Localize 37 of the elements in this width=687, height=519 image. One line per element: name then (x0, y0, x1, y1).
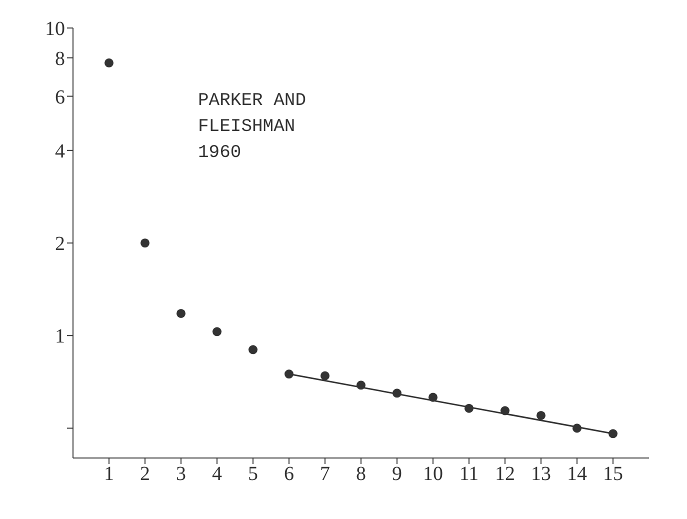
x-tick-label: 15 (603, 463, 623, 486)
y-tick-label: 1 (55, 326, 65, 348)
x-tick-label: 8 (356, 463, 366, 486)
point (464, 404, 474, 413)
point (320, 371, 330, 380)
x-tick-label: 6 (284, 463, 294, 486)
x-tick-label: 9 (392, 463, 402, 486)
point (536, 410, 546, 420)
point (212, 327, 222, 336)
point (104, 58, 114, 68)
y-tick-label: 10 (45, 18, 65, 40)
y-tick-label: 4 (55, 140, 65, 163)
point (608, 429, 618, 438)
point (356, 380, 366, 390)
x-tick-label: 12 (495, 463, 515, 486)
x-tick-label: 1 (104, 463, 114, 486)
y-tick-label: 8 (55, 48, 65, 70)
x-tick-label: 2 (140, 463, 150, 486)
x-tick-label: 7 (320, 463, 330, 486)
x-tick-label: 5 (248, 463, 258, 486)
point (572, 424, 582, 433)
point (140, 238, 150, 248)
x-tick-label: 13 (531, 463, 551, 486)
x-tick-label: 11 (459, 463, 479, 486)
point (392, 388, 402, 398)
x-tick-label: 3 (176, 463, 186, 486)
x-tick-label: 4 (212, 463, 222, 486)
point (176, 308, 186, 318)
x-tick-label: 10 (423, 463, 443, 486)
x-tick-label: 14 (567, 463, 587, 486)
y-tick-label: 2 (55, 233, 65, 256)
annotation: PARKER AND FLEISHMAN 1960 (198, 90, 306, 165)
point (248, 345, 258, 354)
point (284, 370, 294, 379)
y-tick-label: 6 (55, 86, 65, 108)
point (428, 392, 438, 402)
point (500, 406, 510, 416)
